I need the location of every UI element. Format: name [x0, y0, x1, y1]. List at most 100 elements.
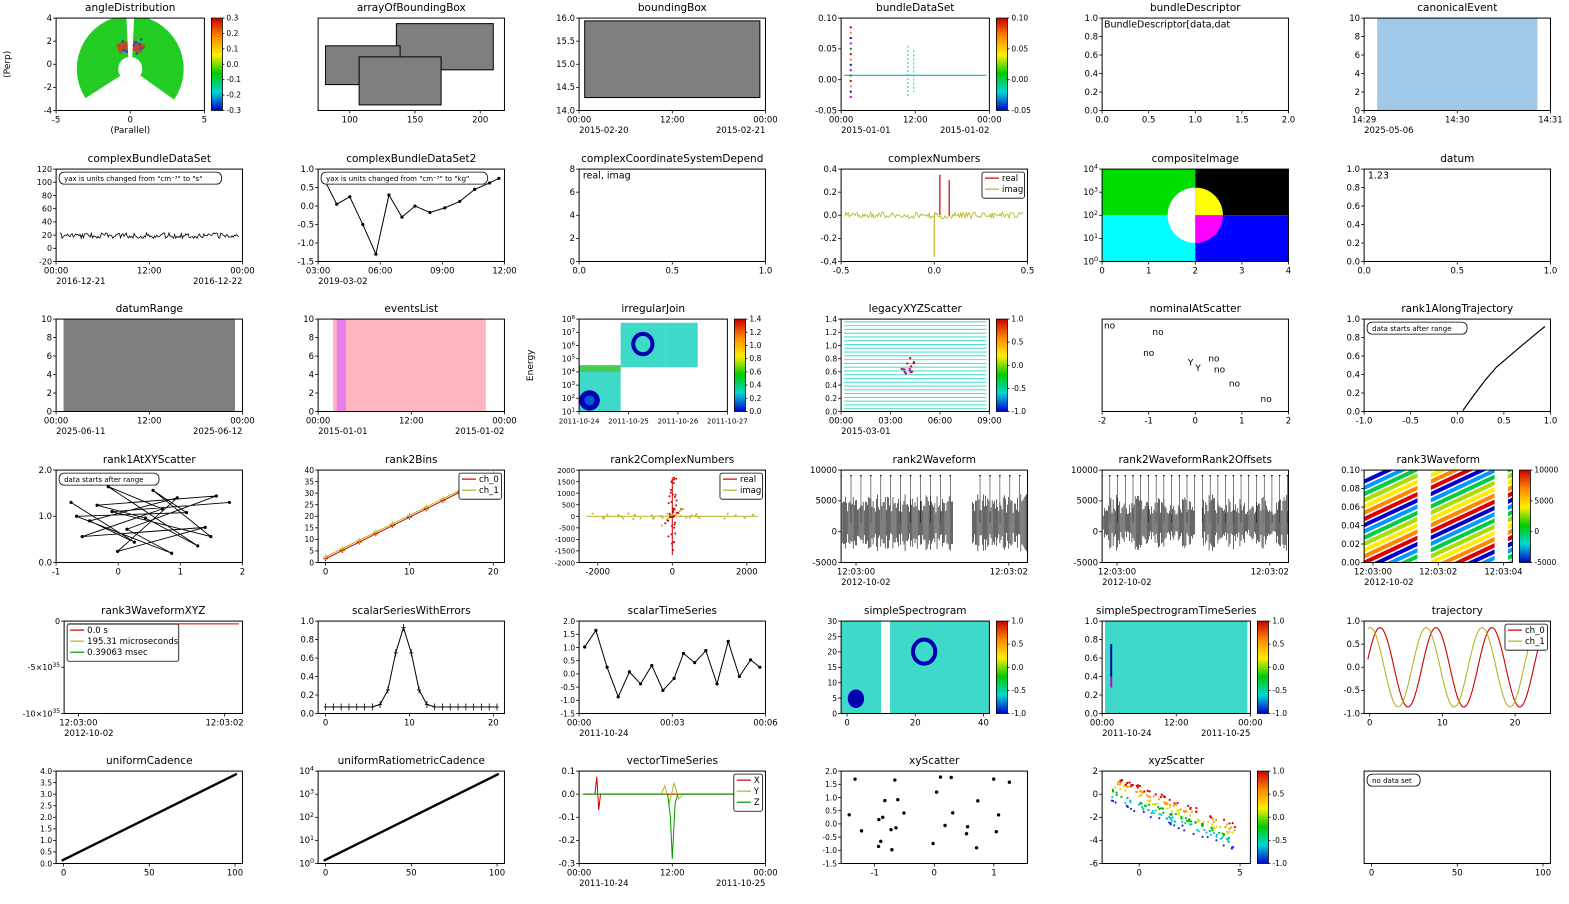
svg-text:0.5: 0.5 [1450, 266, 1464, 276]
svg-text:-1.0: -1.0 [1272, 859, 1287, 868]
svg-text:0.5: 0.5 [666, 266, 680, 276]
svg-text:0.4: 0.4 [749, 381, 761, 390]
svg-text:-0.5: -0.5 [1272, 686, 1287, 695]
svg-text:00:00: 00:00 [492, 417, 517, 427]
svg-text:0.00: 0.00 [1011, 75, 1028, 84]
svg-text:0.0: 0.0 [563, 669, 575, 678]
chart-svg: rank2ComplexNumbers 2000 1500 1000 500 0 -500 -… [555, 454, 766, 578]
chart-title: boundingBox [638, 2, 707, 14]
svg-text:0: 0 [1093, 790, 1098, 800]
svg-text:1.5: 1.5 [40, 825, 52, 834]
svg-text:0.8: 0.8 [1346, 183, 1360, 193]
svg-text:-1.0: -1.0 [1343, 709, 1360, 719]
svg-text:-1.0: -1.0 [822, 846, 837, 855]
svg-text:4: 4 [47, 14, 52, 24]
svg-text:20: 20 [487, 718, 498, 728]
chart-title: complexBundleDataSet2 [346, 153, 476, 165]
svg-text:Z: Z [754, 799, 760, 809]
svg-text:195.31 microseconds: 195.31 microseconds [87, 637, 179, 647]
svg-text:-0.2: -0.2 [558, 837, 575, 847]
svg-text:1.0: 1.0 [759, 266, 773, 276]
svg-text:-0.05: -0.05 [815, 106, 837, 116]
svg-text:-1.0: -1.0 [1011, 709, 1026, 718]
colorbar [995, 319, 1008, 413]
svg-text:0.0: 0.0 [39, 558, 53, 568]
svg-text:-0.5: -0.5 [1402, 417, 1419, 427]
svg-text:0.0: 0.0 [1085, 709, 1099, 719]
svg-text:2000: 2000 [736, 568, 758, 578]
chart-title: rank3WaveformXYZ [101, 605, 205, 617]
svg-text:-0.05: -0.05 [1011, 106, 1031, 115]
svg-text:-5000: -5000 [1073, 558, 1098, 568]
chart-cell-datum: datum 1.23 1.0 0.8 0.6 0.4 0.2 0.0 0.0 0.5 1.0 [1308, 151, 1569, 302]
svg-text:2015-03-01: 2015-03-01 [841, 427, 890, 437]
plot-area [332, 319, 486, 412]
plot-area [843, 174, 1024, 257]
svg-text:0: 0 [308, 408, 313, 418]
chart-cell-rank2WaveformRank2Offsets: rank2WaveformRank2Offsets 10000 5000 0 -5000… [1046, 452, 1308, 603]
svg-text:-5: -5 [52, 116, 60, 126]
plot-area [323, 623, 499, 711]
svg-text:-0.5: -0.5 [1272, 836, 1287, 845]
svg-text:2: 2 [1093, 767, 1098, 777]
svg-text:50: 50 [144, 869, 155, 879]
svg-text:12:00: 12:00 [902, 116, 927, 126]
svg-text:2: 2 [1193, 266, 1198, 276]
svg-text:2011-10-25: 2011-10-25 [716, 879, 765, 889]
svg-text:103: 103 [1083, 185, 1098, 197]
svg-text:12:00: 12:00 [137, 417, 162, 427]
svg-text:no: no [1214, 366, 1226, 376]
svg-text:0: 0 [831, 527, 836, 537]
svg-text:20: 20 [827, 647, 837, 656]
plot-area [61, 773, 238, 863]
svg-text:1.0: 1.0 [1346, 165, 1360, 175]
svg-text:0.6: 0.6 [749, 368, 761, 377]
svg-text:2012-10-02: 2012-10-02 [1364, 578, 1413, 588]
svg-text:0.4: 0.4 [825, 381, 837, 390]
svg-text:0.2: 0.2 [1346, 238, 1360, 248]
svg-text:104: 104 [1083, 162, 1098, 174]
annotation [58, 171, 222, 185]
svg-text:2011-10-24: 2011-10-24 [579, 879, 628, 889]
svg-text:0.0: 0.0 [823, 211, 837, 221]
svg-text:03:00: 03:00 [878, 417, 903, 427]
svg-text:0.0: 0.0 [572, 266, 586, 276]
svg-text:0.0: 0.0 [562, 790, 576, 800]
svg-text:0.1: 0.1 [226, 44, 238, 53]
chart-cell-simpleSpectrogram: simpleSpectrogram 30 25 20 15 10 5 0 0 20 40 1.0 0.5… [785, 603, 1047, 754]
chart-cell-scalarSeriesWithErrors: scalarSeriesWithErrors 1.0 0.8 0.6 0.4 0.2 0.0… [262, 603, 524, 754]
svg-text:0.0: 0.0 [40, 860, 52, 869]
svg-text:0.0: 0.0 [300, 202, 314, 212]
svg-text:0: 0 [670, 568, 675, 578]
chart-svg: complexCoordinateSystemDepend real, imag 8… [570, 153, 773, 277]
svg-text:1.0: 1.0 [40, 837, 52, 846]
svg-text:-1.0: -1.0 [1272, 709, 1287, 718]
svg-text:20: 20 [304, 512, 314, 521]
svg-text:50: 50 [1451, 869, 1462, 879]
svg-text:0.8: 0.8 [1085, 32, 1099, 42]
svg-text:2.0: 2.0 [1282, 116, 1296, 126]
svg-text:yax is units changed from "cm⁻: yax is units changed from "cm⁻³" to "kg" [326, 174, 469, 183]
chart-svg: simpleSpectrogram 30 25 20 15 10 5 00 20 40 1.0 0.5… [827, 605, 1026, 729]
svg-text:4.0: 4.0 [40, 767, 52, 776]
svg-text:40: 40 [978, 718, 989, 728]
svg-text:0: 0 [1093, 527, 1098, 537]
svg-text:0.5: 0.5 [1011, 338, 1023, 347]
chart-title: uniformRatiometricCadence [337, 755, 484, 767]
svg-text:12:00: 12:00 [137, 266, 162, 276]
svg-text:15: 15 [304, 524, 314, 533]
colorbar [734, 319, 746, 413]
svg-text:104: 104 [562, 368, 576, 377]
svg-text:2.0: 2.0 [825, 767, 837, 776]
chart-cell-compositeImage: compositeImage 104 103 102 101 100 0 1 2 3 4 [1046, 151, 1308, 302]
plot-area [840, 620, 989, 714]
svg-text:0: 0 [322, 718, 327, 728]
svg-text:0.2: 0.2 [823, 188, 837, 198]
chart-title: complexBundleDataSet [88, 153, 211, 165]
svg-text:0.5: 0.5 [825, 807, 837, 816]
svg-text:-2: -2 [1098, 417, 1106, 427]
chart-cell-rank3Waveform: rank3Waveform 0.10 0.08 0.06 0.04 0.02 0.00 12:… [1308, 452, 1569, 603]
plot-area [579, 323, 698, 412]
